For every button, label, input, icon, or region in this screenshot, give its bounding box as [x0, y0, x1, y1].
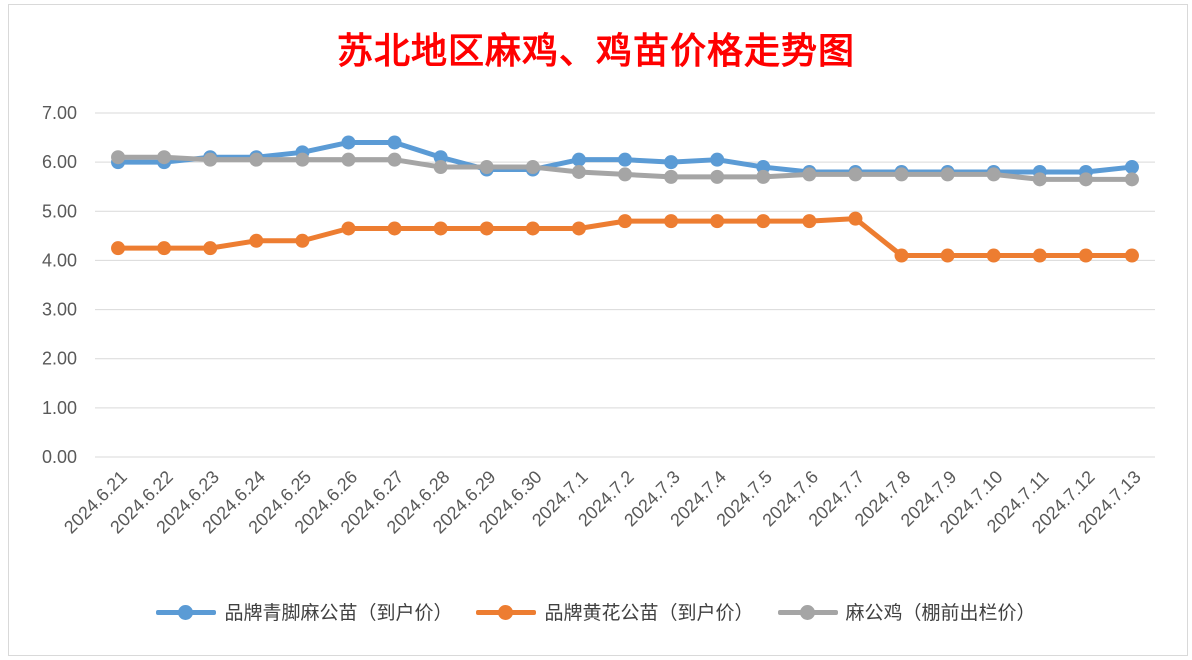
data-point: [1032, 248, 1047, 263]
legend-label: 品牌黄花公苗（到户价）: [544, 602, 754, 624]
data-point: [756, 169, 771, 184]
data-point: [571, 221, 586, 236]
data-point: [341, 152, 356, 167]
data-point: [802, 214, 817, 229]
chart-legend: 品牌青脚麻公苗（到户价） 品牌黄花公苗（到户价） 麻公鸡（棚前出栏价）: [0, 598, 1192, 625]
data-point: [664, 214, 679, 229]
y-tick-label: 3.00: [42, 300, 77, 320]
data-point: [157, 150, 172, 165]
data-point: [618, 152, 632, 167]
data-point: [387, 135, 402, 150]
data-point: [341, 221, 356, 236]
data-point: [802, 167, 817, 182]
data-point: [894, 167, 909, 182]
y-tick-label: 1.00: [42, 398, 77, 418]
legend-label: 麻公鸡（棚前出栏价）: [845, 602, 1036, 624]
data-point: [433, 150, 448, 165]
legend-item: 品牌青脚麻公苗（到户价）: [156, 598, 452, 625]
data-point: [618, 214, 632, 229]
legend-item: 麻公鸡（棚前出栏价）: [777, 598, 1036, 625]
legend-item: 品牌黄花公苗（到户价）: [476, 598, 754, 625]
y-tick-label: 0.00: [42, 447, 77, 467]
data-point: [618, 167, 632, 182]
data-point: [1078, 172, 1093, 187]
y-tick-label: 4.00: [42, 250, 77, 270]
data-point: [479, 221, 494, 236]
data-point: [249, 233, 264, 248]
data-point: [894, 248, 909, 263]
legend-marker-icon: [777, 602, 838, 622]
data-point: [433, 221, 448, 236]
data-point: [986, 167, 1001, 182]
y-tick-label: 6.00: [42, 152, 77, 172]
data-point: [664, 155, 679, 170]
data-point: [203, 152, 218, 167]
data-point: [940, 167, 955, 182]
data-point: [1032, 172, 1047, 187]
data-point: [848, 211, 863, 226]
legend-label: 品牌青脚麻公苗（到户价）: [224, 602, 453, 624]
data-point: [848, 167, 863, 182]
chart-title: 苏北地区麻鸡、鸡苗价格走势图: [336, 30, 855, 72]
data-point: [111, 241, 126, 256]
data-point: [295, 152, 310, 167]
data-point: [249, 152, 264, 167]
data-point: [387, 221, 402, 236]
data-point: [295, 233, 310, 248]
data-point: [433, 160, 448, 175]
data-point: [571, 164, 586, 179]
data-point: [525, 160, 540, 175]
data-point: [1078, 248, 1093, 263]
data-point: [710, 152, 725, 167]
data-point: [664, 169, 679, 184]
data-point: [111, 150, 126, 165]
data-point: [940, 248, 955, 263]
data-point: [710, 214, 725, 229]
legend-marker-icon: [476, 602, 537, 622]
data-point: [157, 241, 172, 256]
data-point: [756, 214, 771, 229]
data-point: [1124, 172, 1139, 187]
y-tick-label: 2.00: [42, 349, 77, 369]
data-point: [341, 135, 356, 150]
data-point: [387, 152, 402, 167]
data-point: [756, 160, 771, 175]
y-tick-label: 7.00: [42, 103, 77, 123]
data-point: [986, 248, 1001, 263]
y-tick-label: 5.00: [42, 201, 77, 221]
data-point: [1124, 248, 1139, 263]
data-point: [1124, 160, 1139, 175]
data-point: [525, 221, 540, 236]
legend-marker-icon: [156, 602, 217, 622]
data-point: [479, 160, 494, 175]
data-point: [203, 241, 218, 256]
data-point: [571, 152, 586, 167]
data-point: [710, 169, 725, 184]
